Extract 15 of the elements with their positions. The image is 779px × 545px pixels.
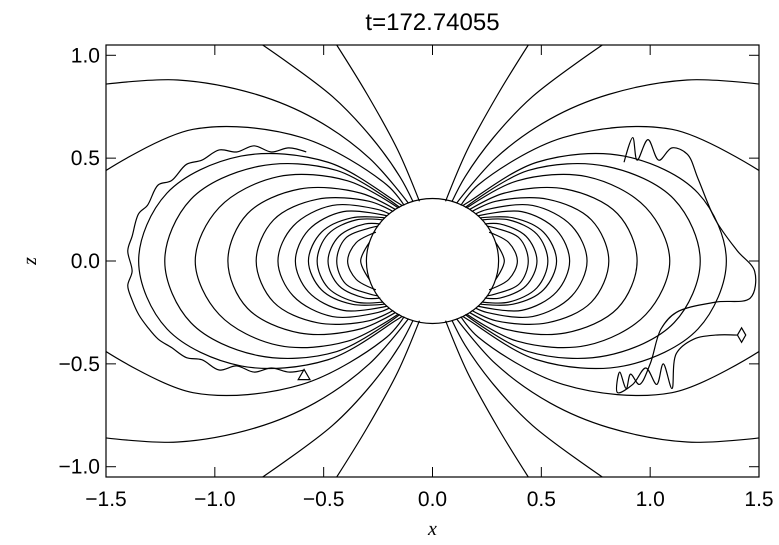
- y-tick-label: 0.5: [70, 147, 100, 170]
- x-tick-label: 1.0: [636, 488, 665, 511]
- x-tick-label: −1.0: [194, 488, 236, 511]
- x-tick-label: 0.5: [526, 488, 556, 511]
- x-tick-label: −0.5: [302, 488, 344, 511]
- x-axis-title: x: [427, 518, 438, 540]
- x-tick-label: −1.5: [85, 488, 127, 511]
- chart-title: t=172.74055: [365, 9, 500, 36]
- y-tick-label: 1.0: [70, 44, 100, 68]
- y-tick-label: 0.0: [70, 250, 100, 273]
- y-tick-label: −1.0: [58, 456, 100, 479]
- x-tick-label: 1.5: [744, 488, 774, 511]
- x-tick-label: 0.0: [418, 488, 448, 511]
- y-axis-title: z: [19, 256, 41, 266]
- y-tick-label: −0.5: [58, 352, 100, 376]
